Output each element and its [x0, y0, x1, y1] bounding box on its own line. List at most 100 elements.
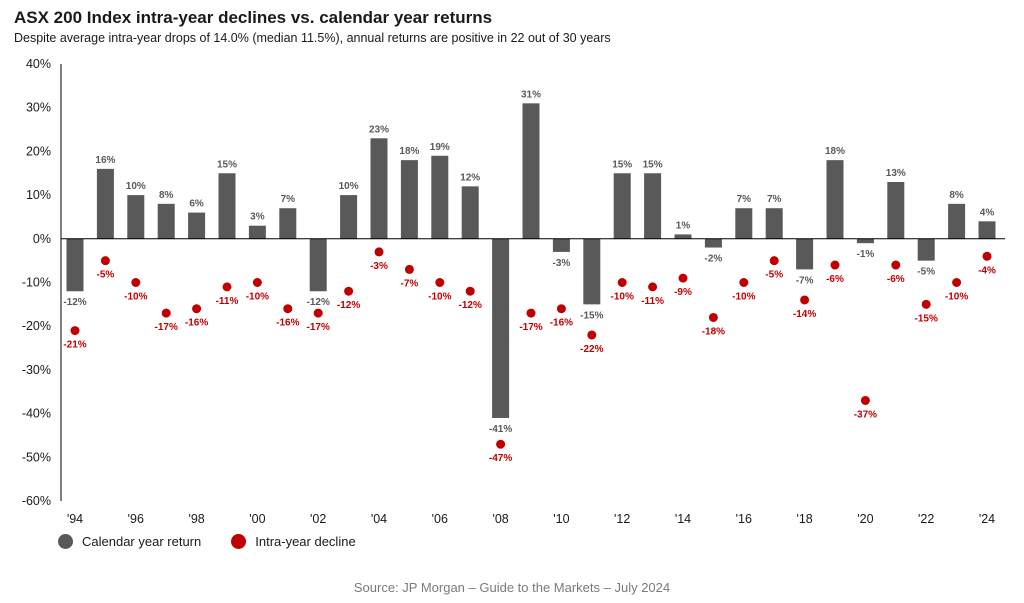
decline-dot	[222, 282, 232, 292]
decline-dot	[404, 264, 414, 274]
bar-calendar-return	[340, 195, 358, 239]
decline-dot	[435, 278, 445, 287]
y-tick-label: 0%	[33, 232, 51, 246]
legend-label-decline: Intra-year decline	[255, 534, 356, 549]
bar-calendar-return	[279, 208, 297, 239]
decline-dot	[70, 326, 80, 336]
decline-value-label: -12%	[459, 300, 482, 311]
chart-title: ASX 200 Index intra-year declines vs. ca…	[14, 8, 493, 27]
bar-value-label: 10%	[126, 181, 146, 192]
decline-value-label: -9%	[674, 287, 692, 298]
bar-calendar-return	[309, 238, 327, 292]
x-tick-label: '04	[371, 512, 387, 526]
decline-value-label: -11%	[641, 296, 664, 307]
bar-value-label: -2%	[705, 254, 723, 265]
bar-value-label: 16%	[95, 155, 115, 166]
decline-dot	[982, 251, 992, 261]
decline-dot	[617, 278, 627, 287]
decline-value-label: -21%	[63, 340, 86, 351]
y-tick-label: -10%	[22, 276, 51, 290]
bar-calendar-return	[492, 238, 510, 418]
legend-swatch-calendar	[58, 534, 73, 549]
y-tick-label: -30%	[22, 363, 51, 377]
decline-value-label: -7%	[401, 278, 419, 289]
decline-value-label: -10%	[945, 292, 968, 303]
bar-calendar-return	[461, 186, 479, 239]
bar-calendar-return	[522, 103, 540, 239]
x-tick-label: '18	[796, 512, 812, 526]
x-tick-label: '24	[979, 512, 995, 526]
bar-calendar-return	[917, 238, 935, 261]
x-tick-label: '22	[918, 512, 934, 526]
decline-dot	[800, 295, 810, 305]
decline-value-label: -10%	[611, 292, 634, 303]
bar-value-label: -41%	[489, 424, 512, 435]
bar-value-label: -7%	[796, 275, 814, 286]
decline-dot	[496, 439, 506, 449]
bar-calendar-return	[218, 173, 236, 239]
bar-calendar-return	[188, 212, 206, 239]
decline-dot	[587, 330, 597, 340]
bar-value-label: 12%	[460, 172, 480, 183]
decline-dot	[648, 282, 658, 292]
bar-calendar-return	[157, 203, 175, 239]
decline-value-label: -14%	[793, 309, 816, 320]
decline-value-label: -16%	[185, 318, 208, 329]
decline-value-label: -17%	[155, 322, 178, 333]
bar-calendar-return	[644, 173, 662, 239]
decline-dot	[252, 278, 262, 287]
bar-value-label: 6%	[189, 199, 204, 210]
decline-dot	[921, 299, 931, 309]
decline-value-label: -3%	[370, 261, 388, 272]
decline-value-label: -18%	[702, 326, 725, 337]
decline-value-label: -6%	[887, 274, 905, 285]
bar-calendar-return	[856, 238, 874, 244]
y-tick-label: 10%	[26, 188, 51, 202]
bar-value-label: 13%	[886, 168, 906, 179]
decline-value-label: -47%	[489, 453, 512, 464]
decline-dot	[708, 312, 718, 322]
bar-calendar-return	[66, 238, 84, 292]
decline-dot	[556, 304, 566, 314]
bar-calendar-return	[96, 168, 114, 239]
decline-value-label: -4%	[978, 265, 996, 276]
decline-dot	[769, 256, 779, 266]
decline-dot	[465, 286, 475, 296]
bar-calendar-return	[674, 234, 692, 239]
decline-dot	[952, 278, 962, 287]
bar-value-label: 15%	[612, 159, 632, 170]
bar-calendar-return	[431, 155, 449, 239]
bar-value-label: 7%	[767, 194, 782, 205]
decline-value-label: -10%	[124, 292, 147, 303]
x-tick-label: '96	[128, 512, 144, 526]
legend-swatch-decline	[231, 534, 247, 549]
x-tick-label: '08	[492, 512, 508, 526]
bar-value-label: -15%	[580, 310, 603, 321]
y-tick-label: -50%	[22, 450, 51, 464]
decline-value-label: -12%	[337, 300, 360, 311]
chart-subtitle: Despite average intra-year drops of 14.0…	[14, 31, 611, 45]
bar-value-label: -12%	[307, 297, 330, 308]
bar-value-label: 23%	[369, 124, 389, 135]
decline-value-label: -5%	[765, 270, 783, 281]
bar-calendar-return	[826, 160, 844, 239]
y-tick-label: 20%	[26, 144, 51, 158]
y-tick-label: 40%	[26, 57, 51, 71]
decline-value-label: -22%	[580, 344, 603, 355]
decline-dot	[374, 247, 384, 257]
bar-value-label: 18%	[399, 146, 419, 157]
bar-value-label: -12%	[63, 297, 86, 308]
bar-value-label: -3%	[553, 258, 571, 269]
bar-calendar-return	[613, 173, 631, 239]
y-tick-label: -60%	[22, 494, 51, 508]
bar-value-label: 7%	[737, 194, 752, 205]
decline-dot	[830, 260, 840, 270]
decline-value-label: -16%	[276, 318, 299, 329]
decline-value-label: -6%	[826, 274, 844, 285]
x-tick-label: '94	[67, 512, 83, 526]
decline-value-label: -5%	[97, 270, 115, 281]
decline-dot	[313, 308, 323, 318]
decline-dot	[344, 286, 354, 296]
x-tick-label: '02	[310, 512, 326, 526]
